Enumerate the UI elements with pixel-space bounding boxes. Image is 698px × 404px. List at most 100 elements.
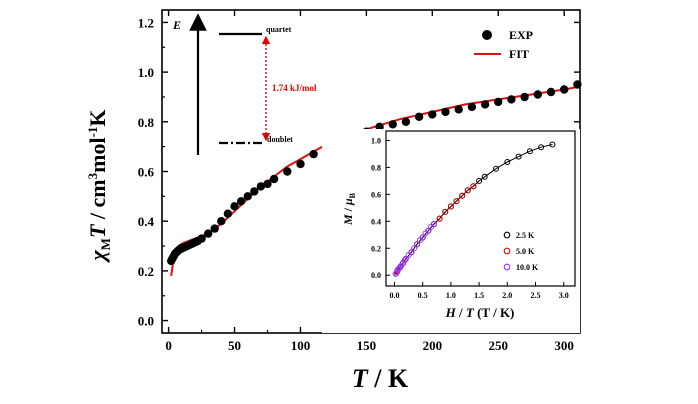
quartet-label: quartet (266, 25, 292, 34)
energy-gap-label: 1.74 kJ/mol (272, 83, 317, 93)
exp-point (507, 95, 516, 104)
exp-point (401, 117, 411, 127)
inset-plot-frame (385, 130, 576, 287)
inset-x-tick-label: 3.0 (559, 291, 569, 300)
main-y-tick-label: 1.0 (138, 65, 154, 80)
exp-point (375, 122, 384, 131)
inset-point-series-1 (442, 208, 449, 215)
exp-point (480, 100, 490, 109)
inset-y-tick-label: 0.8 (371, 163, 381, 172)
exp-point (204, 229, 213, 238)
inset-legend-label: 2.5 K (516, 231, 535, 240)
main-y-tick-label: 0.2 (138, 264, 154, 279)
exp-point (217, 217, 226, 226)
inset-x-tick-label: 2.0 (502, 291, 512, 300)
inset-guide-curve (394, 144, 553, 276)
inset-points (392, 141, 556, 277)
exp-point (296, 159, 305, 169)
main-x-tick-label: 100 (291, 338, 311, 353)
exp-point (210, 224, 219, 233)
exp-point (197, 234, 206, 243)
inset-x-tick-label: 0.0 (389, 291, 399, 300)
legend-exp-marker (482, 30, 492, 40)
inset-background (322, 129, 580, 333)
exp-point (494, 97, 503, 107)
inset-point-series-0 (481, 173, 488, 180)
inset-point-series-0 (504, 159, 511, 165)
y-axis-T: T (85, 223, 110, 238)
exp-point (441, 107, 450, 117)
inset-point-series-2 (401, 257, 408, 264)
inset-point-series-0 (493, 165, 499, 172)
inset-x-tick-label: 1.0 (446, 291, 456, 300)
inset-point-series-1 (470, 183, 477, 190)
inset-y-sub: B (348, 192, 357, 198)
inset-y-tick-label: 0.4 (371, 217, 381, 226)
y-axis-exp2: -1 (85, 127, 100, 138)
main-x-tick-label: 200 (423, 338, 443, 353)
main-y-tick-labels: 0.0 0.2 0.4 0.6 0.8 1.0 1.2 (138, 15, 155, 328)
inset-legend-label: 10.0 K (516, 263, 539, 272)
exp-point (546, 87, 556, 97)
main-y-tick-label: 0.6 (138, 165, 155, 180)
exp-point (533, 90, 542, 99)
inset-legend-marker (503, 263, 511, 271)
y-axis-chi-sub: M (98, 238, 113, 250)
exp-point (263, 179, 272, 189)
inset-point-series-0 (549, 141, 556, 148)
inset-point-series-2 (411, 245, 418, 252)
inset-axis-ticks (386, 139, 565, 286)
inset-point-series-2 (419, 234, 426, 241)
exp-point (573, 80, 582, 89)
inset-point-series-0 (515, 153, 522, 160)
exp-point (250, 187, 259, 196)
inset-x-axis-title: H / T (T / K) (445, 305, 515, 320)
inset-point-series-1 (447, 203, 454, 210)
inset-x-unit: (T / K) (474, 305, 515, 320)
main-y-tick-label: 0.0 (138, 314, 154, 329)
inset-point-series-1 (436, 215, 443, 222)
inset-point-series-0 (538, 144, 545, 151)
exp-point (230, 202, 239, 211)
exp-point (454, 105, 463, 114)
exp-point (520, 92, 529, 102)
exp-point (243, 192, 252, 201)
x-axis-title: T / K (352, 364, 409, 393)
main-x-tick-label: 0 (165, 338, 172, 353)
inset-y-tick-label: 0.0 (371, 271, 381, 280)
main-y-tick-label: 1.2 (138, 15, 154, 30)
exp-point (236, 197, 246, 206)
inset-x-T: T (466, 305, 475, 320)
exp-point (428, 110, 437, 119)
y-axis-exp1: 3 (85, 172, 100, 179)
x-axis-title-unit: / K (368, 364, 409, 393)
exp-point (269, 174, 279, 184)
inset-x-sep: / (456, 305, 466, 320)
inset-point-series-0 (476, 177, 483, 184)
main-y-tick-label: 0.4 (138, 214, 155, 229)
inset-point-series-2 (397, 264, 404, 271)
legend-exp-label: EXP (509, 28, 533, 42)
energy-axis-label: E (172, 18, 181, 32)
inset-point-series-1 (459, 192, 466, 199)
inset-point-series-1 (464, 187, 471, 194)
inset-y-tick-label: 1.0 (371, 136, 381, 145)
exp-point (467, 102, 477, 112)
main-x-tick-label: 250 (488, 338, 508, 353)
inset-plot: 0.0 0.5 1.0 1.5 2.0 2.5 3.0 0.0 0.2 0.4 0.6 0.8 1.0… (322, 129, 580, 333)
x-axis-title-symbol: T (352, 364, 369, 393)
main-x-tick-label: 150 (357, 338, 377, 353)
exp-point (283, 167, 292, 176)
inset-legend: 2.5 K 5.0 K 10.0 K (503, 231, 539, 272)
exp-point (309, 149, 318, 159)
inset-point-series-2 (402, 256, 409, 262)
inset-x-tick-label: 0.5 (418, 291, 428, 300)
inset-x-tick-label: 2.5 (531, 291, 541, 300)
main-y-tick-label: 0.8 (138, 115, 155, 130)
legend-fit-label: FIT (509, 47, 529, 61)
inset-point-series-1 (453, 198, 460, 205)
inset-legend-marker (503, 247, 511, 255)
exp-point (223, 209, 233, 218)
main-x-tick-labels: 0 50 100 150 200 250 300 (165, 338, 574, 353)
main-x-tick-label: 50 (228, 338, 241, 353)
